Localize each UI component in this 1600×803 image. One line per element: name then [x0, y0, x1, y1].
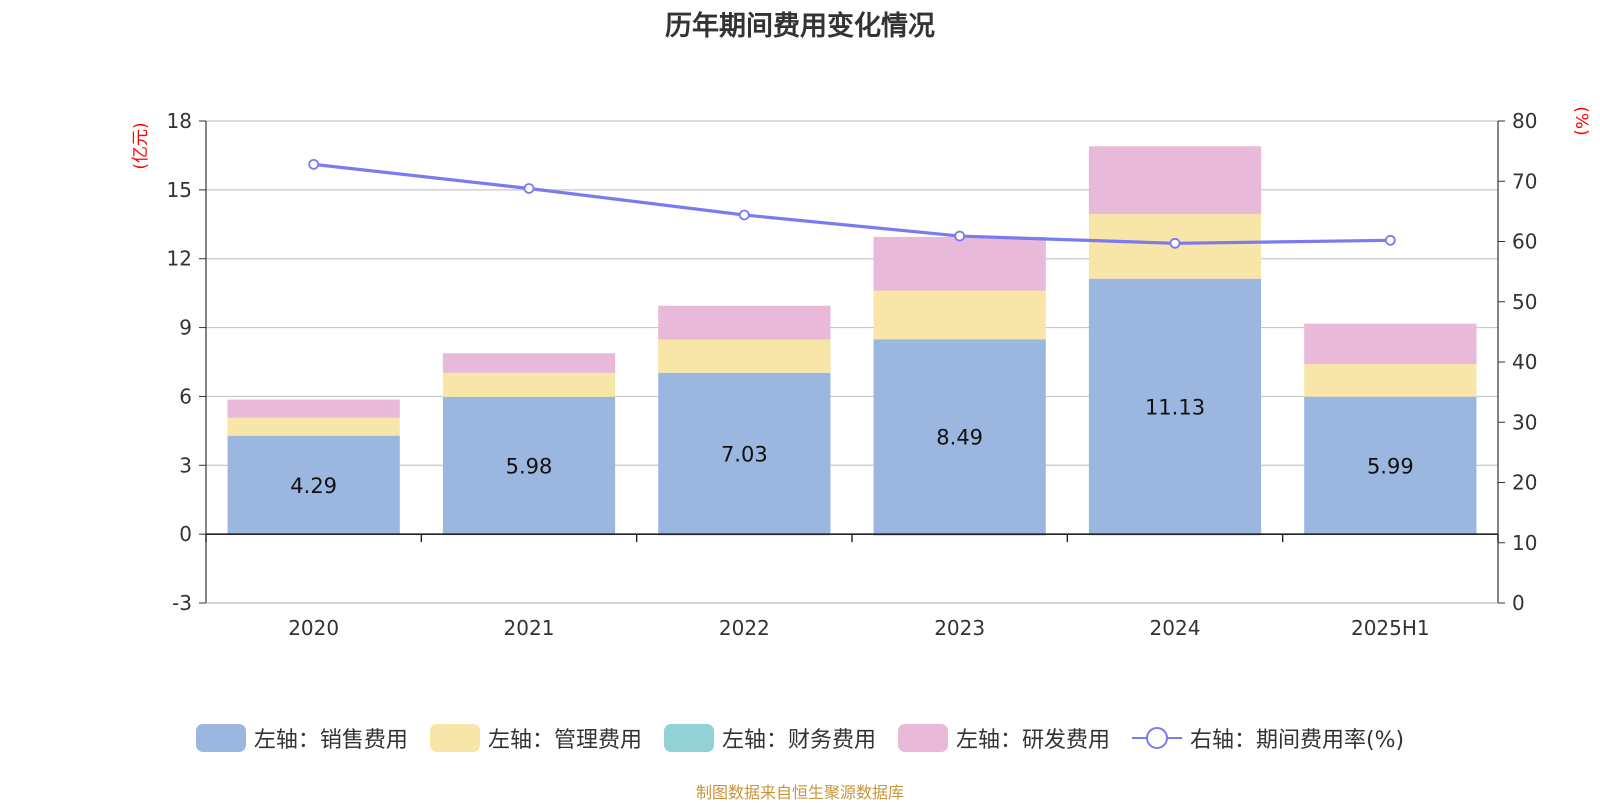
bar-segment — [658, 305, 831, 340]
legend-item[interactable]: 左轴：财务费用 — [663, 722, 876, 754]
bar-segment — [442, 353, 616, 373]
left-tick-label: 15 — [167, 178, 192, 202]
legend-line-marker — [1131, 724, 1182, 752]
right-tick-label: 60 — [1512, 230, 1537, 254]
data-label: 4.29 — [290, 474, 337, 498]
bar-segment — [442, 396, 616, 535]
right-tick-label: 0 — [1512, 591, 1525, 615]
bar-segment — [873, 236, 1046, 291]
left-tick-label: 3 — [179, 453, 192, 477]
legend-item[interactable]: 右轴：期间费用率(%) — [1131, 722, 1405, 754]
left-tick-label: 0 — [179, 522, 192, 546]
left-tick-label: 6 — [179, 384, 192, 408]
left-tick-label: -3 — [172, 591, 192, 615]
category-label: 2020 — [288, 616, 339, 640]
right-tick-label: 80 — [1512, 109, 1537, 133]
legend-label: 左轴：管理费用 — [487, 728, 642, 753]
legend-label: 左轴：研发费用 — [955, 728, 1110, 753]
data-label: 8.49 — [936, 426, 983, 450]
right-tick-label: 20 — [1512, 471, 1537, 495]
legend: 左轴：销售费用 左轴：管理费用 左轴：财务费用 左轴：研发费用 右轴：期间费用率(%) — [0, 718, 1600, 758]
legend-swatch — [429, 724, 480, 752]
bar-segment — [442, 372, 616, 397]
legend-item[interactable]: 左轴：销售费用 — [195, 722, 408, 754]
bar-segment — [1304, 396, 1477, 535]
expense-rate-point — [308, 158, 320, 170]
bar-segment — [227, 399, 400, 418]
bar-segment — [1088, 146, 1262, 214]
bar-segment — [873, 339, 1046, 535]
right-tick-label: 50 — [1512, 290, 1537, 314]
legend-label: 左轴：财务费用 — [721, 728, 876, 753]
legend-swatch — [663, 724, 714, 752]
bar-segment — [1088, 278, 1262, 535]
left-tick-label: 18 — [167, 109, 192, 133]
data-label: 11.13 — [1145, 395, 1205, 419]
bar-segment — [658, 372, 831, 535]
right-axis-unit: (%) — [1571, 106, 1591, 135]
bar-segment — [227, 435, 400, 535]
expense-rate-line — [313, 162, 1391, 245]
data-label: 5.99 — [1367, 454, 1414, 478]
data-label: 7.03 — [721, 442, 768, 466]
right-tick-label: 40 — [1512, 350, 1537, 374]
category-label: 2024 — [1150, 616, 1201, 640]
expense-rate-point — [954, 230, 966, 242]
legend-item[interactable]: 左轴：管理费用 — [429, 722, 642, 754]
source-note: 制图数据来自恒生聚源数据库 — [695, 783, 904, 802]
bar-segment — [658, 339, 831, 373]
legend-swatch — [897, 724, 948, 752]
bar-segment — [1304, 364, 1477, 397]
bar-segment — [873, 290, 1046, 340]
left-tick-label: 12 — [167, 247, 192, 271]
chart-area: -3 0 3 6 9 12 15 18 0 10 20 30 40 50 60 70 80 (亿元) (%) 202… — [131, 106, 1591, 640]
bar-segment — [227, 417, 400, 436]
bar-segment — [1304, 323, 1477, 365]
legend-label: 左轴：销售费用 — [253, 728, 408, 753]
right-tick-label: 70 — [1512, 169, 1537, 193]
left-axis-unit: (亿元) — [131, 122, 151, 169]
expense-rate-point — [1169, 237, 1181, 249]
expense-rate-point — [1384, 234, 1396, 246]
category-label: 2023 — [934, 616, 985, 640]
data-label: 5.98 — [506, 455, 553, 479]
chart-title: 历年期间费用变化情况 — [665, 11, 935, 42]
legend-item[interactable]: 左轴：研发费用 — [897, 722, 1110, 754]
category-label: 2021 — [504, 616, 555, 640]
legend-swatch — [195, 724, 246, 752]
right-tick-label: 30 — [1512, 410, 1537, 434]
legend-label: 右轴：期间费用率(%) — [1189, 728, 1405, 753]
expense-rate-point — [738, 209, 750, 221]
right-tick-label: 10 — [1512, 531, 1537, 555]
expense-rate-point — [523, 183, 535, 194]
left-tick-label: 9 — [179, 316, 192, 340]
category-label: 2022 — [719, 616, 770, 640]
category-label: 2025H1 — [1351, 616, 1430, 640]
